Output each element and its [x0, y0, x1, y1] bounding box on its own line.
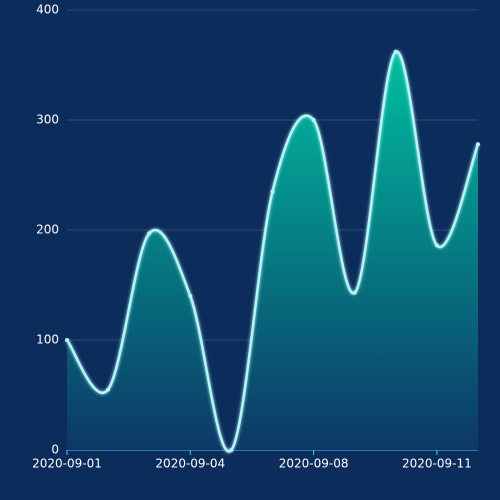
point: [311, 118, 316, 122]
point: [188, 294, 193, 298]
point: [270, 189, 275, 194]
y-tick-label: 300: [36, 113, 59, 127]
point: [106, 387, 111, 392]
x-tick-label: 2020-09-11: [402, 457, 472, 471]
x-tick-label: 2020-09-04: [155, 457, 225, 471]
point: [393, 49, 398, 54]
x-tick-label: 2020-09-01: [32, 457, 102, 471]
point: [434, 243, 439, 248]
point: [65, 338, 69, 342]
y-tick-label: 100: [36, 333, 59, 347]
x-tick-label: 2020-09-08: [279, 457, 349, 471]
y-tick-label: 0: [51, 443, 59, 457]
point: [147, 231, 152, 236]
point: [476, 142, 480, 147]
area: [67, 51, 478, 452]
y-tick-label: 200: [36, 223, 59, 237]
y-tick-label: 400: [36, 3, 59, 17]
point: [352, 290, 357, 295]
point: [229, 448, 234, 452]
